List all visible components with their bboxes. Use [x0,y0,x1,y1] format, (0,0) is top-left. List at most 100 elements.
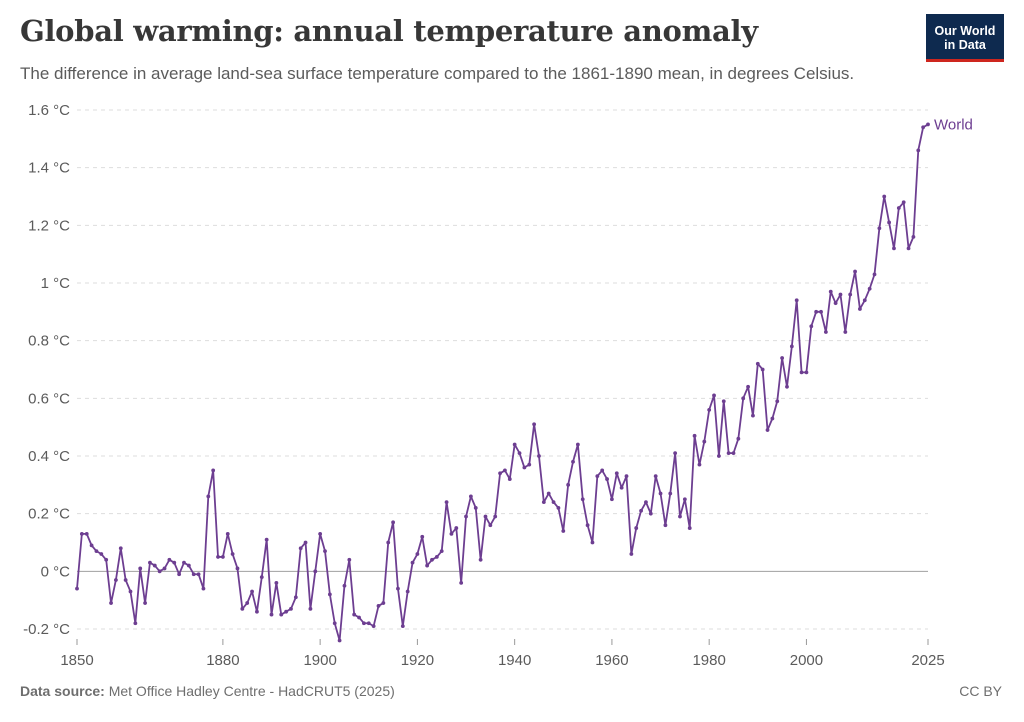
data-point [352,612,357,617]
data-point [838,292,843,297]
y-tick-label: 0.4 °C [28,448,70,465]
data-point [741,396,746,401]
data-point [84,531,89,536]
data-point [464,514,468,519]
data-point [663,523,668,528]
data-point [225,531,230,536]
data-point [687,526,692,530]
data-point [473,506,478,510]
line-chart: -0.2 °C 0 °C 0.2 °C 0.4 °C 0.6 °C 0.8 °C 1 °C 1… [23,102,973,669]
data-point [366,621,371,626]
y-tick-label: 1 °C [41,275,71,292]
data-point [575,442,580,447]
data-point [707,407,712,412]
data-point [721,399,726,404]
logo-line-1: Our World [934,24,996,38]
data-point [327,592,332,597]
data-point [376,604,381,608]
x-tick-label: 1940 [498,652,531,669]
data-point [668,491,673,496]
data-point [755,361,760,366]
owid-logo[interactable]: Our World in Data [926,14,1004,62]
data-point [79,531,84,536]
data-point [639,508,643,513]
chart-subtitle: The difference in average land-sea surfa… [20,64,855,83]
data-point [420,534,425,539]
data-point [634,526,639,530]
data-point [765,428,770,432]
data-point [478,557,483,562]
y-tick-label: 1.4 °C [28,160,70,177]
data-point [600,468,605,473]
data-point [644,500,648,505]
data-source-link[interactable]: Met Office Hadley Centre - HadCRUT5 (202… [108,683,395,699]
data-point [240,606,245,611]
data-point [648,511,653,516]
data-point [323,549,327,554]
data-point [128,589,133,594]
data-point [274,580,279,585]
data-point [804,370,809,375]
data-point [828,289,833,294]
data-point [517,451,522,456]
data-point [191,572,196,577]
data-point [892,246,896,251]
data-point [439,549,444,554]
data-point [799,370,804,375]
chart-title: Global warming: annual temperature anoma… [20,14,758,48]
data-point [152,563,157,568]
data-point [362,621,366,626]
data-point [736,436,741,441]
data-point [843,330,848,334]
data-point [89,543,94,548]
data-point [138,566,143,571]
data-point [293,595,298,600]
data-point [269,612,274,617]
data-point [459,580,464,585]
data-point [220,555,225,559]
data-point [702,439,707,444]
data-point [245,601,250,605]
data-point [172,560,177,565]
data-point [887,220,891,225]
data-point [114,578,118,582]
x-tick-label: 1900 [303,652,336,669]
data-point [731,451,736,456]
data-point [610,497,614,502]
license-badge[interactable]: CC BY [959,683,1002,699]
y-tick-label: -0.2 °C [23,621,70,638]
data-point [770,416,775,421]
data-point [337,638,342,643]
data-point [541,500,546,505]
data-point [629,552,634,556]
data-point [201,586,206,591]
data-point [551,500,556,505]
data-point [712,393,716,398]
data-point [823,330,828,334]
x-tick-label: 2025 [911,652,944,669]
data-point [157,569,162,574]
data-point [444,500,449,505]
data-point [313,569,318,574]
data-point [624,474,629,479]
data-point [532,422,537,427]
series-label-world: World [934,116,973,133]
data-point [862,298,867,303]
data-point [342,583,347,588]
data-point [872,272,877,277]
data-point [425,563,430,568]
data-point [697,462,702,467]
data-point [250,589,254,594]
data-point [809,324,814,329]
data-point [794,298,799,303]
data-point [605,477,609,481]
data-point [347,557,352,562]
data-point [434,555,439,559]
data-point [493,514,498,519]
data-point [196,572,201,577]
data-point [580,497,585,502]
data-point [405,589,410,594]
y-tick-label: 0 °C [41,563,71,580]
data-point [692,433,697,438]
data-source-label: Data source: [20,683,105,699]
